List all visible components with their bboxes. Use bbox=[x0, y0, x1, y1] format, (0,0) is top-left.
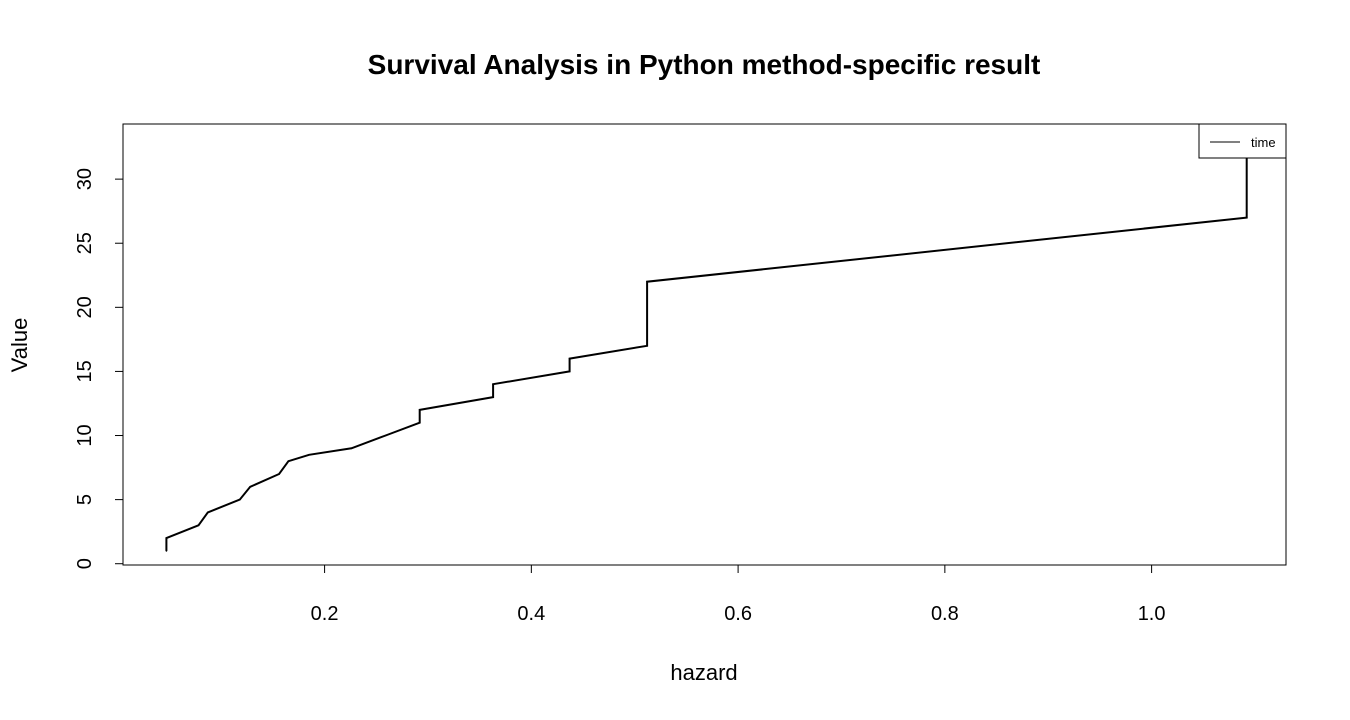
legend: time bbox=[1198, 123, 1287, 159]
data-point bbox=[239, 498, 241, 501]
y-axis-title: Value bbox=[7, 318, 32, 373]
y-tick-label: 30 bbox=[74, 168, 96, 190]
y-tick-label: 0 bbox=[74, 558, 96, 569]
x-axis-title: hazard bbox=[670, 660, 737, 685]
data-point bbox=[568, 370, 571, 373]
data-points bbox=[165, 139, 1248, 552]
x-tick-label: 1.0 bbox=[1138, 603, 1166, 625]
data-point bbox=[568, 357, 571, 360]
x-tick-label: 0.6 bbox=[724, 603, 752, 625]
legend-label-time: time bbox=[1251, 135, 1276, 150]
data-point bbox=[1245, 216, 1248, 219]
x-tick-label: 0.8 bbox=[931, 603, 959, 625]
data-point bbox=[646, 280, 648, 283]
x-axis: 0.2 0.4 0.6 0.8 1.0 bbox=[311, 564, 1166, 625]
data-point bbox=[249, 485, 251, 488]
data-point bbox=[197, 524, 200, 527]
data-point bbox=[206, 511, 209, 514]
data-point bbox=[418, 421, 421, 424]
data-point bbox=[165, 550, 168, 552]
chart-title: Survival Analysis in Python method-speci… bbox=[368, 49, 1041, 80]
data-point bbox=[492, 396, 494, 398]
data-point bbox=[492, 383, 494, 386]
data-point bbox=[308, 453, 310, 456]
data-point bbox=[646, 344, 648, 347]
y-axis: 0 5 10 15 20 25 30 bbox=[74, 168, 124, 569]
y-tick-label: 20 bbox=[74, 296, 96, 318]
y-tick-label: 5 bbox=[74, 494, 96, 505]
data-point bbox=[418, 409, 421, 411]
data-point bbox=[384, 434, 387, 437]
data-point bbox=[165, 537, 168, 539]
plot-area bbox=[122, 123, 1287, 566]
data-point bbox=[287, 460, 290, 462]
data-point bbox=[278, 473, 280, 475]
series-line-time bbox=[165, 140, 1248, 551]
y-tick-label: 25 bbox=[74, 232, 96, 254]
x-tick-label: 0.2 bbox=[311, 603, 339, 625]
y-tick-label: 15 bbox=[74, 360, 96, 382]
data-point bbox=[350, 447, 353, 450]
y-tick-label: 10 bbox=[74, 424, 96, 446]
x-tick-label: 0.4 bbox=[517, 603, 545, 625]
legend-box bbox=[1198, 123, 1287, 159]
